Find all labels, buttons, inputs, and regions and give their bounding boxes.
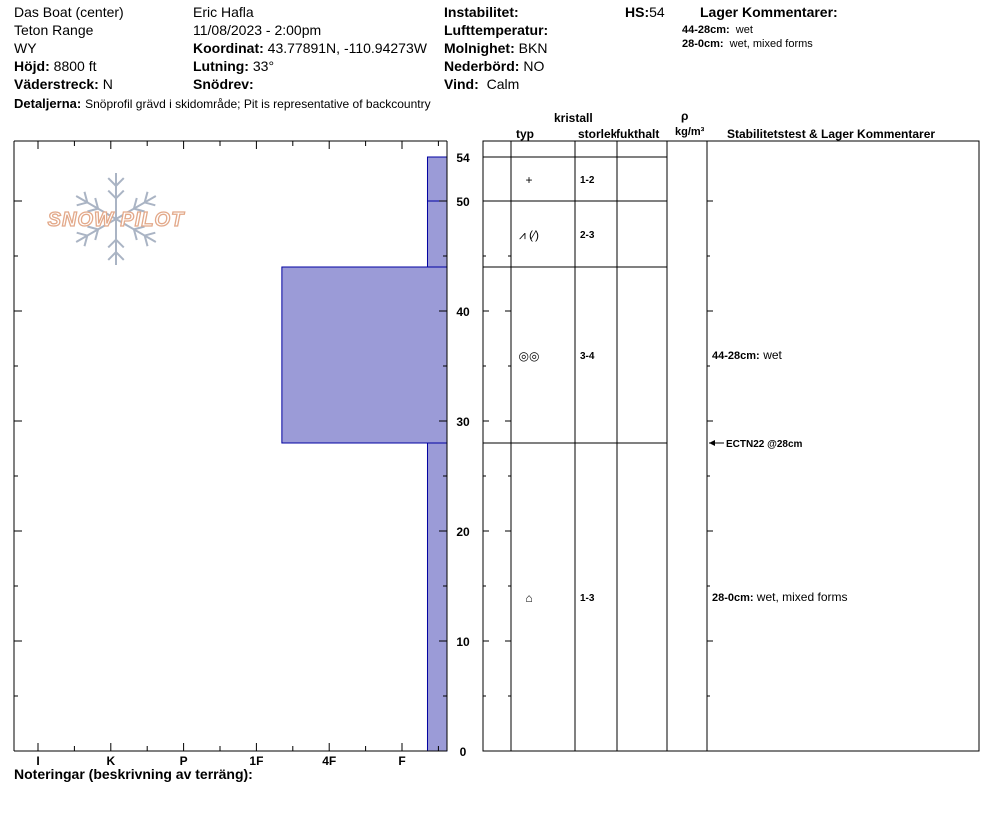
slope-value: 33° bbox=[252, 58, 275, 74]
hardness-layer-bar bbox=[426, 442, 448, 752]
elevation-row: Höjd: 8800 ft bbox=[14, 58, 96, 74]
layer-comment-2: 28-0cm: wet, mixed forms bbox=[682, 37, 813, 51]
layer-comment-range: 44-28cm: bbox=[682, 24, 730, 36]
elevation-label: Höjd: bbox=[14, 58, 50, 74]
aspect-label: Väderstreck: bbox=[14, 76, 99, 92]
instability-label: Instabilitet: bbox=[444, 4, 519, 20]
hs-row: HS:54 bbox=[625, 4, 665, 20]
elevation-value: 8800 ft bbox=[53, 58, 97, 74]
hs-value: 54 bbox=[649, 4, 665, 20]
grain-type-symbol: + bbox=[525, 173, 532, 187]
hardness-tick-label: 4F bbox=[322, 754, 336, 768]
hardness-tick-label: I bbox=[36, 754, 39, 768]
precip-row: Nederbörd: NO bbox=[444, 58, 544, 74]
wind-row: Vind: Calm bbox=[444, 76, 519, 92]
hardness-tick-label: K bbox=[106, 754, 115, 768]
details-row: Detaljerna: Snöprofil grävd i skidområde… bbox=[14, 95, 431, 112]
layer-comment-text: wet bbox=[762, 348, 782, 362]
depth-tick-label: 20 bbox=[456, 525, 470, 539]
drift-label: Snödrev: bbox=[193, 76, 254, 92]
observer: Eric Hafla bbox=[193, 4, 254, 20]
type-column-title: typ bbox=[516, 127, 534, 141]
layer-comment-range: 28-0cm: bbox=[712, 592, 754, 604]
hardness-layer-bar bbox=[281, 266, 448, 444]
wind-value: Calm bbox=[486, 76, 520, 92]
sky-value: BKN bbox=[518, 40, 548, 56]
hardness-layer-bar bbox=[426, 200, 448, 268]
slope-row: Lutning: 33° bbox=[193, 58, 274, 74]
precip-value: NO bbox=[523, 58, 545, 74]
precip-label: Nederbörd: bbox=[444, 58, 520, 74]
stability-column-title: Stabilitetstest & Lager Kommentarer bbox=[727, 127, 936, 141]
depth-tick-label: 54 bbox=[456, 151, 470, 165]
layer-comment-range: 44-28cm: bbox=[712, 350, 760, 362]
density-unit: kg/m³ bbox=[675, 126, 705, 138]
grain-size-label: 1-3 bbox=[580, 593, 595, 604]
air-temperature-label: Lufttemperatur: bbox=[444, 22, 549, 38]
depth-tick-label: 40 bbox=[456, 305, 470, 319]
layer-comment-text: wet, mixed forms bbox=[729, 38, 813, 50]
snowpilot-logo: SNOW PILOT bbox=[47, 173, 185, 265]
depth-tick-label: 30 bbox=[456, 415, 470, 429]
depth-tick-label: 50 bbox=[456, 195, 470, 209]
snowpilot-logo-text: SNOW PILOT bbox=[48, 209, 185, 231]
date-time: 11/08/2023 - 2:00pm bbox=[193, 22, 322, 38]
notes-label: Noteringar (beskrivning av terräng): bbox=[14, 766, 253, 782]
sky-label: Molnighet: bbox=[444, 40, 515, 56]
coordinate-row: Koordinat: 43.77891N, -110.94273W bbox=[193, 40, 427, 56]
hardness-tick-label: F bbox=[398, 754, 405, 768]
hardness-tick-label: P bbox=[180, 754, 188, 768]
state: WY bbox=[14, 40, 37, 56]
rho-symbol: ρ bbox=[681, 109, 689, 123]
details-label: Detaljerna: bbox=[14, 96, 82, 111]
moisture-column-title: fukthalt bbox=[616, 127, 660, 141]
details-value: Snöprofil grävd i skidområde; Pit is rep… bbox=[85, 97, 431, 111]
grain-size-label: 2-3 bbox=[580, 230, 595, 241]
layer-comment-text: wet, mixed forms bbox=[756, 590, 848, 604]
depth-tick-label: 0 bbox=[460, 745, 467, 759]
hs-label: HS: bbox=[625, 4, 650, 20]
sky-row: Molnighet: BKN bbox=[444, 40, 547, 56]
test-arrow-head bbox=[709, 440, 715, 446]
size-column-title: storlek bbox=[578, 127, 616, 141]
stability-test-label: ECTN22 @28cm bbox=[726, 439, 803, 450]
depth-tick-label: 10 bbox=[456, 635, 470, 649]
coordinate-value: 43.77891N, -110.94273W bbox=[267, 40, 427, 56]
layer-comment-text: wet bbox=[735, 24, 753, 36]
mountain-range: Teton Range bbox=[14, 22, 94, 38]
layer-comment-1: 44-28cm: wet bbox=[682, 23, 753, 37]
grain-type-symbol: ⩘ (⁄) bbox=[519, 228, 539, 242]
grain-size-label: 1-2 bbox=[580, 175, 595, 186]
coordinate-label: Koordinat: bbox=[193, 40, 264, 56]
grain-type-symbol: ⌂ bbox=[525, 591, 532, 605]
grain-type-symbol: ◎◎ bbox=[519, 349, 540, 363]
hardness-tick-label: 1F bbox=[249, 754, 263, 768]
hardness-layer-bar bbox=[426, 156, 448, 202]
layer-comments-title: Lager Kommentarer: bbox=[700, 4, 838, 20]
layer-comment-range: 28-0cm: bbox=[682, 38, 724, 50]
layer-table-frame bbox=[482, 140, 980, 752]
grain-size-label: 3-4 bbox=[580, 351, 595, 362]
location-name: Das Boat (center) bbox=[14, 4, 124, 20]
wind-label: Vind: bbox=[444, 76, 479, 92]
aspect-value: N bbox=[102, 76, 113, 92]
aspect-row: Väderstreck: N bbox=[14, 76, 113, 92]
crystal-column-title: kristall bbox=[554, 111, 593, 125]
slope-label: Lutning: bbox=[193, 58, 249, 74]
